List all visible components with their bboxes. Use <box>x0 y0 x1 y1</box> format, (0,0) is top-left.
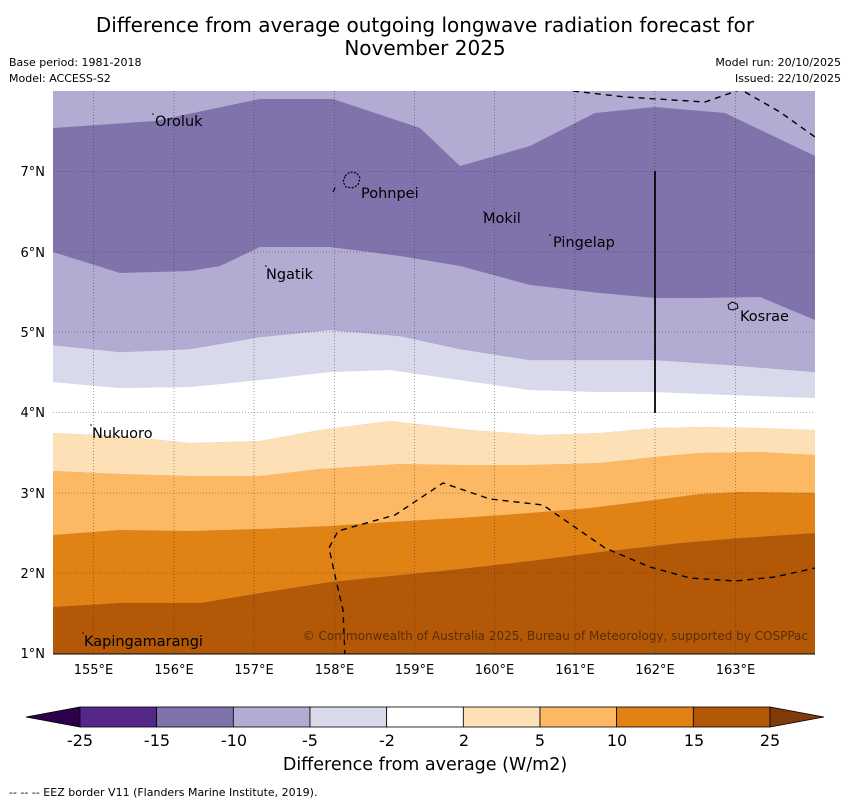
band-minus-5-to-minus-2 <box>53 330 815 398</box>
colorbar-tick: 25 <box>760 731 780 750</box>
map-title: Difference from average outgoing longwav… <box>0 14 850 60</box>
band-5-to-10 <box>53 452 815 535</box>
meta-right: Model run: 20/10/2025 Issued: 22/10/2025 <box>715 55 841 87</box>
lat-tick-labels: 7°N 6°N 5°N 4°N 3°N 2°N 1°N <box>21 165 46 662</box>
place-labels: Oroluk Pohnpei Mokil Pingelap Ngatik Kos… <box>84 114 789 650</box>
gridlines <box>53 91 815 654</box>
place-label-pingelap: Pingelap <box>553 235 615 251</box>
lon-tick: 160°E <box>475 663 515 678</box>
colorbar-segment <box>309 706 388 728</box>
pohnpei-island-outline <box>342 171 361 189</box>
place-label-ngatik: Ngatik <box>266 267 314 283</box>
band-minus-15-to-minus-10 <box>53 99 815 320</box>
colorbar-tick: -2 <box>379 731 395 750</box>
place-label-nukuoro: Nukuoro <box>92 426 153 442</box>
band-15-to-25 <box>53 533 815 654</box>
colorbar-segment <box>692 706 771 728</box>
colorbar-extend-max <box>769 706 825 728</box>
eez-footnote: -- -- -- EEZ border V11 (Flanders Marine… <box>9 786 318 799</box>
eez-border-south <box>328 482 815 654</box>
model-name: Model: ACCESS-S2 <box>9 72 111 85</box>
colorbar-tick: 2 <box>459 731 469 750</box>
colorbar-tick: -10 <box>221 731 247 750</box>
base-period: Base period: 1981-2018 <box>9 56 142 69</box>
place-label-pohnpei: Pohnpei <box>361 186 419 202</box>
eez-border-north <box>572 91 815 138</box>
lon-tick: 156°E <box>154 663 194 678</box>
place-label-oroluk: Oroluk <box>155 114 203 130</box>
place-label-kosrae: Kosrae <box>740 309 789 325</box>
lon-tick: 155°E <box>74 663 114 678</box>
colorbar-segment <box>386 706 464 728</box>
lon-tick: 158°E <box>315 663 355 678</box>
lon-tick: 157°E <box>234 663 274 678</box>
lat-tick: 3°N <box>21 487 46 502</box>
colorbar-extend-min <box>25 706 81 728</box>
title-line-1: Difference from average outgoing longwav… <box>95 13 755 37</box>
lon-tick: 163°E <box>716 663 756 678</box>
colorbar-segment <box>462 706 541 728</box>
place-label-mokil: Mokil <box>483 211 521 227</box>
colorbar-tick-labels: -25 -15 -10 -5 -2 2 5 10 15 25 <box>67 731 780 750</box>
lat-tick: 5°N <box>21 326 46 341</box>
title-line-2: November 2025 <box>344 36 506 60</box>
colorbar-segment <box>616 706 694 728</box>
colorbar-tick: -5 <box>302 731 318 750</box>
lat-tick: 2°N <box>21 567 46 582</box>
lat-tick: 6°N <box>21 246 46 261</box>
eez-border-pohnpei <box>332 185 337 193</box>
colorbar-tick: -15 <box>144 731 170 750</box>
band-edge <box>53 329 815 373</box>
colorbar-tick: 15 <box>684 731 704 750</box>
place-label-kapingamarangi: Kapingamarangi <box>84 634 203 650</box>
copyright-notice: © Commonwealth of Australia 2025, Bureau… <box>303 629 808 643</box>
colorbar-segment <box>156 706 234 728</box>
lat-tick: 1°N <box>21 647 46 662</box>
colorbar-segment <box>539 706 618 728</box>
colorbar-tick: 10 <box>607 731 627 750</box>
issued-date: Issued: 22/10/2025 <box>734 72 841 85</box>
contour-fields <box>53 91 815 654</box>
lon-tick: 159°E <box>395 663 435 678</box>
lat-tick: 7°N <box>21 165 46 180</box>
lon-tick: 161°E <box>555 663 595 678</box>
kosrae-island-outline <box>727 301 739 311</box>
lat-tick: 4°N <box>21 406 46 421</box>
band-10-to-15 <box>53 492 815 607</box>
colorbar-segment <box>232 706 311 728</box>
colorbar-title: Difference from average (W/m2) <box>282 755 568 775</box>
model-run: Model run: 20/10/2025 <box>715 56 841 69</box>
lon-tick: 162°E <box>635 663 675 678</box>
atoll-dots <box>82 113 551 634</box>
colorbar-segment <box>79 706 158 728</box>
band-minus-2-to-2 <box>53 370 815 443</box>
meta-left: Base period: 1981-2018 Model: ACCESS-S2 <box>9 55 141 87</box>
colorbar <box>25 706 825 728</box>
band-2-to-5 <box>53 421 815 476</box>
lon-tick-labels: 155°E 156°E 157°E 158°E 159°E 160°E 161°… <box>74 663 756 678</box>
colorbar-tick: 5 <box>535 731 545 750</box>
colorbar-tick: -25 <box>67 731 93 750</box>
